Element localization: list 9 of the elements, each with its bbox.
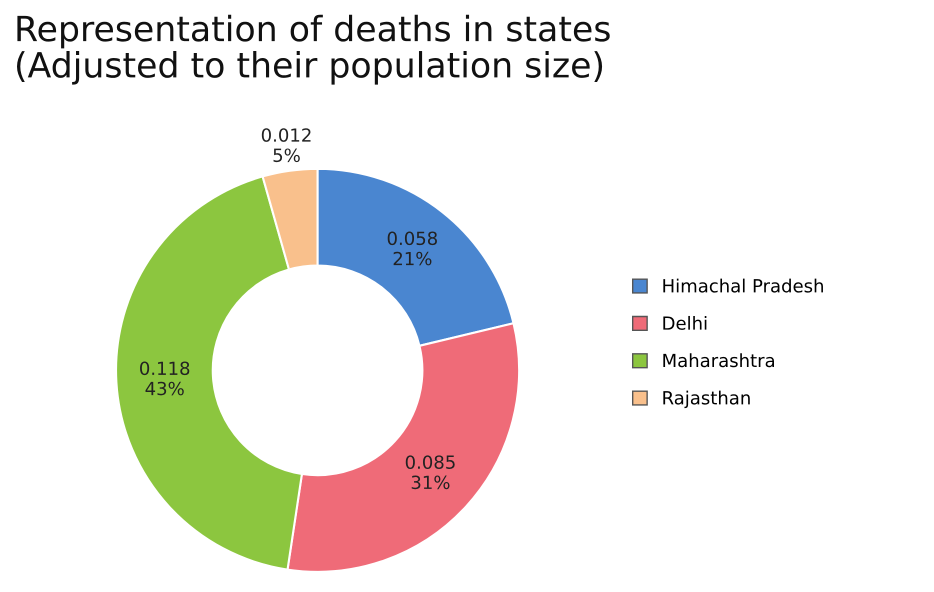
legend-label: Himachal Pradesh bbox=[663, 278, 823, 293]
chart-title: Representation of deaths in states (Adjusted to their population size) bbox=[16, 14, 610, 85]
legend-label: Rajasthan bbox=[663, 390, 750, 408]
data-label: 0.085 31% bbox=[406, 455, 455, 490]
data-label: 0.058 21% bbox=[388, 231, 437, 266]
legend-label: Maharashtra bbox=[663, 353, 774, 368]
data-label: 0.012 5% bbox=[262, 128, 311, 162]
legend-label: Delhi bbox=[663, 316, 706, 330]
data-label: 0.118 43% bbox=[140, 361, 190, 396]
